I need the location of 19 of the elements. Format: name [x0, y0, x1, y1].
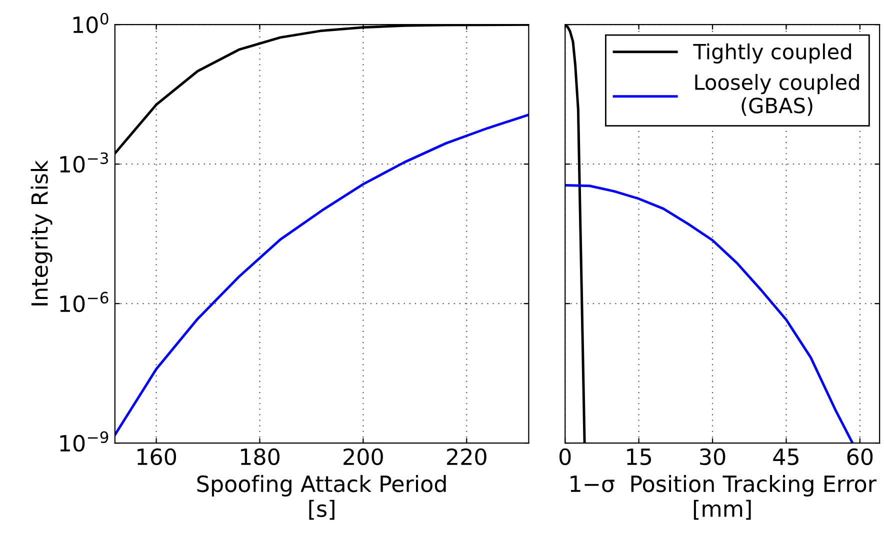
x-axis-title: 1−σ Position Tracking Error [mm]	[570, 474, 876, 520]
y-axis-title: Integrity Risk	[30, 160, 52, 306]
x-tick-label: 15	[627, 448, 652, 466]
x-tick-label: 60	[847, 448, 873, 466]
x-tick-label: 200	[344, 448, 383, 466]
x-tick-label: 45	[773, 448, 798, 466]
legend-label: Tightly coupled	[693, 43, 851, 64]
y-tick-label: 10$^{−6}$	[60, 292, 108, 312]
line-series	[114, 114, 529, 436]
y-tick-label: 10$^{−3}$	[60, 152, 108, 173]
y-tick-label: 10$^{0}$	[73, 12, 108, 34]
x-tick-label: 0	[560, 448, 571, 466]
legend-label: Loosely coupled (GBAS)	[695, 74, 859, 116]
x-tick-label: 30	[700, 448, 726, 466]
x-tick-label: 220	[447, 448, 486, 466]
x-tick-label: 160	[138, 448, 176, 466]
y-tick-label: 10$^{−9}$	[60, 431, 108, 452]
x-tick-label: 180	[240, 448, 280, 466]
x-axis-title: Spoofing Attack Period [s]	[197, 474, 446, 520]
